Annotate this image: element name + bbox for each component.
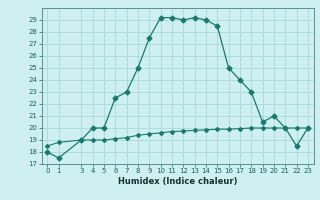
- X-axis label: Humidex (Indice chaleur): Humidex (Indice chaleur): [118, 177, 237, 186]
